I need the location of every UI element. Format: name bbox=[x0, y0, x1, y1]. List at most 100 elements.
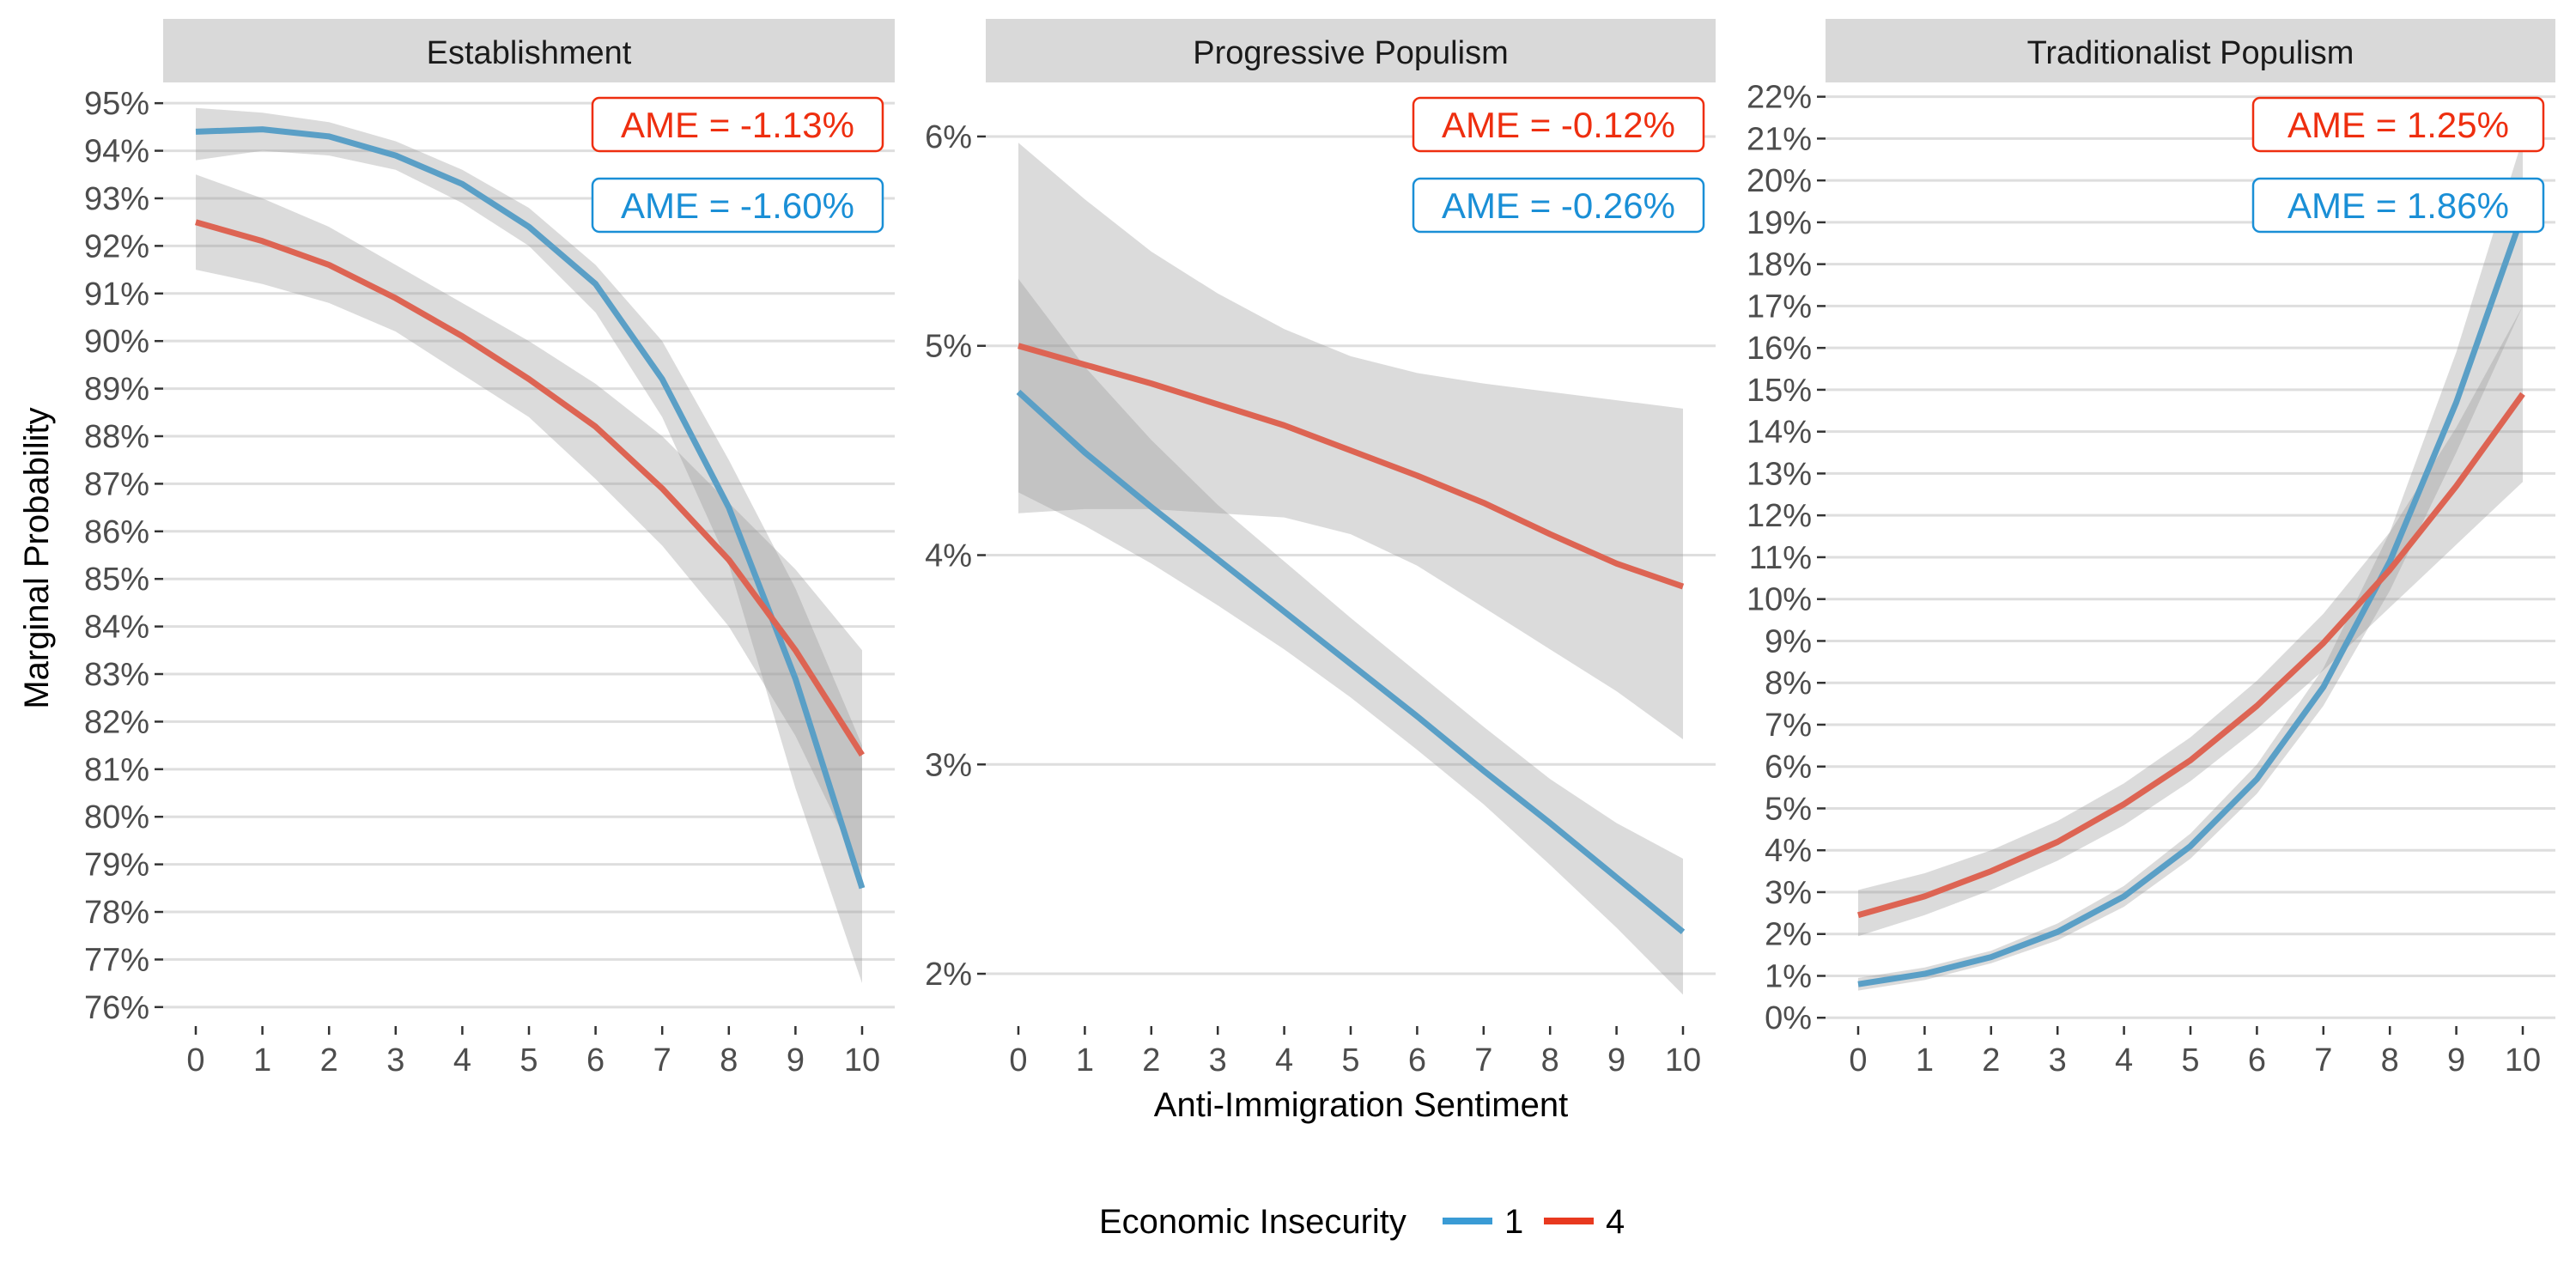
series-line-1 bbox=[1857, 212, 2526, 987]
facet-strip bbox=[163, 19, 895, 82]
y-tick-label: 20% bbox=[1747, 163, 1812, 199]
confidence-band-series-4 bbox=[196, 174, 862, 874]
y-tick-label: 90% bbox=[84, 324, 149, 360]
y-tick-label: 80% bbox=[84, 799, 149, 835]
x-tick-label: 5 bbox=[2181, 1042, 2199, 1078]
legend-title: Economic Insecurity bbox=[1099, 1203, 1406, 1241]
facet-title: Progressive Populism bbox=[1193, 35, 1508, 71]
x-tick-label: 2 bbox=[1982, 1042, 2000, 1078]
y-tick-label: 14% bbox=[1747, 415, 1812, 451]
x-tick-label: 5 bbox=[519, 1042, 538, 1078]
x-tick-label: 3 bbox=[2049, 1042, 2067, 1078]
y-tick-label: 78% bbox=[84, 895, 149, 931]
y-tick-label: 79% bbox=[84, 848, 149, 884]
facet-strip bbox=[1826, 19, 2555, 82]
x-tick-label: 10 bbox=[844, 1042, 880, 1078]
ame-label-box bbox=[1412, 96, 1705, 153]
series-line-4 bbox=[1857, 392, 2525, 919]
x-tick-label: 6 bbox=[2248, 1042, 2266, 1078]
y-tick-label: 4% bbox=[1765, 833, 1812, 869]
x-tick-label: 0 bbox=[186, 1042, 204, 1078]
x-tick-label: 7 bbox=[2314, 1042, 2332, 1078]
y-tick-label: 13% bbox=[1747, 456, 1812, 492]
ame-label-box bbox=[591, 177, 884, 234]
y-tick-label: 5% bbox=[925, 329, 972, 365]
x-tick-label: 0 bbox=[1849, 1042, 1867, 1078]
y-tick-label: 2% bbox=[925, 957, 972, 993]
confidence-band-series-1 bbox=[196, 107, 862, 984]
y-tick-label: 1% bbox=[1765, 958, 1812, 994]
ame-label: AME = 1.25% bbox=[2287, 105, 2509, 145]
y-tick-label: 77% bbox=[84, 942, 149, 978]
y-tick-label: 86% bbox=[84, 514, 149, 550]
series-line-4 bbox=[195, 219, 865, 757]
y-tick-label: 95% bbox=[84, 86, 149, 122]
y-tick-label: 7% bbox=[1765, 708, 1812, 744]
x-tick-label: 10 bbox=[1665, 1042, 1701, 1078]
y-tick-label: 87% bbox=[84, 466, 149, 502]
panels-group: Establishment76%77%78%79%80%81%82%83%84%… bbox=[84, 19, 2555, 1078]
x-tick-label: 6 bbox=[1408, 1042, 1426, 1078]
y-tick-label: 18% bbox=[1747, 247, 1812, 283]
x-tick-label: 1 bbox=[253, 1042, 271, 1078]
y-tick-label: 21% bbox=[1747, 121, 1812, 157]
y-tick-label: 3% bbox=[1765, 875, 1812, 911]
x-tick-label: 2 bbox=[320, 1042, 338, 1078]
y-tick-label: 88% bbox=[84, 419, 149, 455]
legend-label-series-1: 1 bbox=[1504, 1203, 1523, 1241]
y-tick-label: 9% bbox=[1765, 623, 1812, 659]
panel-traditionalist-populism: Traditionalist Populism 0% 1% 2% 3% 4% 5% 6% 7% 8… bbox=[1747, 19, 2555, 1078]
series-line-1 bbox=[195, 126, 866, 890]
x-tick-label: 8 bbox=[720, 1042, 738, 1078]
y-tick-label: 15% bbox=[1747, 373, 1812, 409]
ame-label: AME = -0.26% bbox=[1442, 185, 1675, 226]
y-tick-label: 93% bbox=[84, 181, 149, 217]
x-tick-label: 9 bbox=[1607, 1042, 1625, 1078]
y-tick-label: 3% bbox=[925, 747, 972, 783]
y-tick-label: 92% bbox=[84, 228, 149, 264]
y-tick-label: 91% bbox=[84, 276, 149, 313]
x-tick-label: 8 bbox=[1541, 1042, 1559, 1078]
x-tick-label: 6 bbox=[586, 1042, 605, 1078]
ame-label: AME = -0.12% bbox=[1442, 105, 1675, 145]
y-tick-label: 94% bbox=[84, 134, 149, 170]
panel-establishment: Establishment 76% 77% 78% 79% 80% 81% 82% 83% 84%… bbox=[84, 19, 895, 1078]
x-tick-label: 1 bbox=[1076, 1042, 1094, 1078]
y-tick-label: 6% bbox=[925, 119, 972, 155]
x-tick-label: 4 bbox=[453, 1042, 471, 1078]
ame-label-box bbox=[591, 96, 884, 153]
x-tick-label: 1 bbox=[1916, 1042, 1934, 1078]
facet-strip bbox=[986, 19, 1716, 82]
x-tick-label: 7 bbox=[653, 1042, 671, 1078]
series-line-4 bbox=[1018, 343, 1685, 590]
y-tick-label: 19% bbox=[1747, 205, 1812, 241]
x-tick-label: 4 bbox=[1275, 1042, 1293, 1078]
series-line-1 bbox=[1016, 389, 1686, 935]
ame-label: AME = -1.60% bbox=[621, 185, 854, 226]
y-tick-label: 16% bbox=[1747, 331, 1812, 367]
y-tick-label: 17% bbox=[1747, 289, 1812, 325]
ame-label-box bbox=[2251, 177, 2545, 234]
y-tick-label: 10% bbox=[1747, 582, 1812, 618]
x-tick-label: 5 bbox=[1341, 1042, 1359, 1078]
y-tick-label: 84% bbox=[84, 610, 149, 646]
y-tick-label: 83% bbox=[84, 657, 149, 693]
confidence-band-series-1 bbox=[1018, 278, 1683, 995]
x-tick-label: 9 bbox=[2447, 1042, 2465, 1078]
y-tick-label: 4% bbox=[925, 538, 972, 574]
ame-label: AME = 1.86% bbox=[2287, 185, 2509, 226]
y-tick-label: 81% bbox=[84, 752, 149, 788]
y-tick-label: 2% bbox=[1765, 917, 1812, 953]
y-tick-label: 11% bbox=[1749, 540, 1812, 576]
legend: Economic Insecurity 1 4 bbox=[1099, 1203, 1625, 1241]
y-axis-title: Marginal Probability bbox=[18, 407, 56, 708]
x-tick-label: 3 bbox=[1209, 1042, 1227, 1078]
x-tick-label: 3 bbox=[386, 1042, 404, 1078]
x-tick-label: 7 bbox=[1474, 1042, 1492, 1078]
confidence-band-series-4 bbox=[1018, 143, 1683, 740]
x-tick-label: 8 bbox=[2381, 1042, 2399, 1078]
x-tick-label: 0 bbox=[1009, 1042, 1027, 1078]
x-tick-label: 9 bbox=[787, 1042, 805, 1078]
x-tick-label: 2 bbox=[1142, 1042, 1160, 1078]
